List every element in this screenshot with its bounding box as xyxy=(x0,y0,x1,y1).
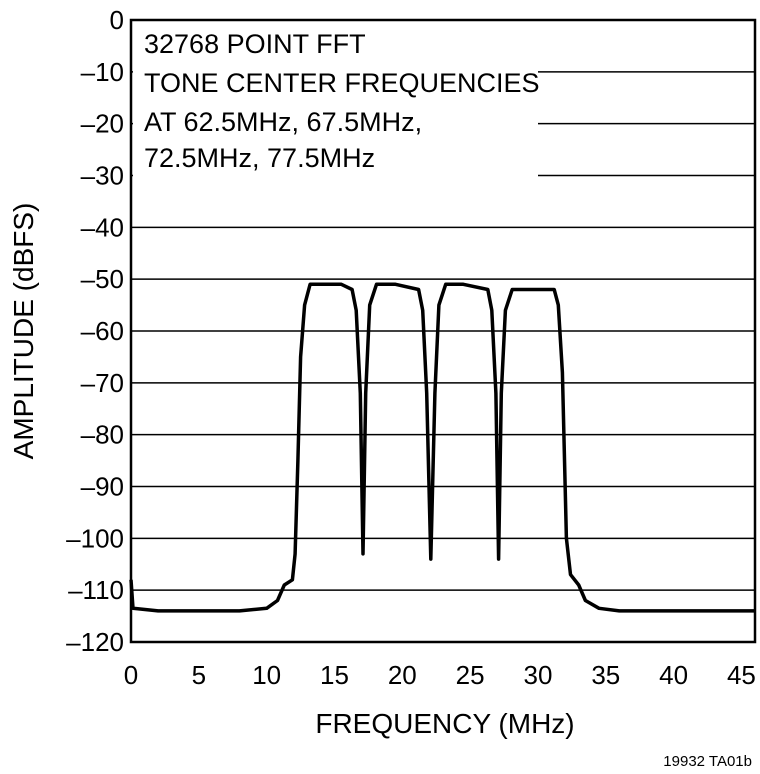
x-tick-label: 40 xyxy=(659,660,688,690)
annotation: 32768 POINT FFT TONE CENTER FREQUENCIES … xyxy=(144,29,540,173)
x-tick-labels: 0 5 10 15 20 25 30 35 40 45 xyxy=(124,660,756,690)
y-tick-label: –40 xyxy=(81,212,124,242)
annotation-line: 32768 POINT FFT xyxy=(144,29,366,59)
y-tick-label: –60 xyxy=(81,316,124,346)
series-line xyxy=(129,282,755,613)
y-tick-label: –70 xyxy=(81,368,124,398)
y-tick-label: –110 xyxy=(68,575,124,605)
y-tick-label: –30 xyxy=(81,161,124,191)
x-tick-label: 25 xyxy=(456,660,485,690)
y-tick-label: –80 xyxy=(81,420,124,450)
plot-frame xyxy=(129,18,757,644)
y-tick-label: –20 xyxy=(81,109,124,139)
y-tick-label: 0 xyxy=(110,5,124,35)
x-tick-label: 0 xyxy=(124,660,138,690)
y-axis-title: AMPLITUDE (dBFS) xyxy=(8,203,39,460)
annotation-line: 72.5MHz, 77.5MHz xyxy=(144,143,375,173)
x-tick-label: 35 xyxy=(591,660,620,690)
y-tick-label: –100 xyxy=(66,523,124,553)
y-tick-label: –120 xyxy=(66,627,124,657)
y-tick-label: –50 xyxy=(81,264,124,294)
x-tick-label: 5 xyxy=(192,660,206,690)
spectrum-trace xyxy=(129,282,755,613)
y-tick-label: –10 xyxy=(81,57,124,87)
x-tick-label: 15 xyxy=(320,660,349,690)
figure-id: 19932 TA01b xyxy=(663,753,752,770)
x-tick-label: 45 xyxy=(727,660,756,690)
annotation-line: TONE CENTER FREQUENCIES xyxy=(144,68,540,98)
x-tick-label: 20 xyxy=(388,660,417,690)
x-tick-label: 30 xyxy=(523,660,552,690)
annotation-mask xyxy=(133,22,538,182)
x-tick-label: 10 xyxy=(252,660,281,690)
annotation-line: AT 62.5MHz, 67.5MHz, xyxy=(144,107,422,137)
x-axis-title: FREQUENCY (MHz) xyxy=(315,708,574,739)
annotation-background xyxy=(133,22,538,182)
y-tick-label: –90 xyxy=(81,472,124,502)
y-tick-labels: 0 –10 –20 –30 –40 –50 –60 –70 –80 –90 –100 –110 –120 xyxy=(66,5,124,657)
